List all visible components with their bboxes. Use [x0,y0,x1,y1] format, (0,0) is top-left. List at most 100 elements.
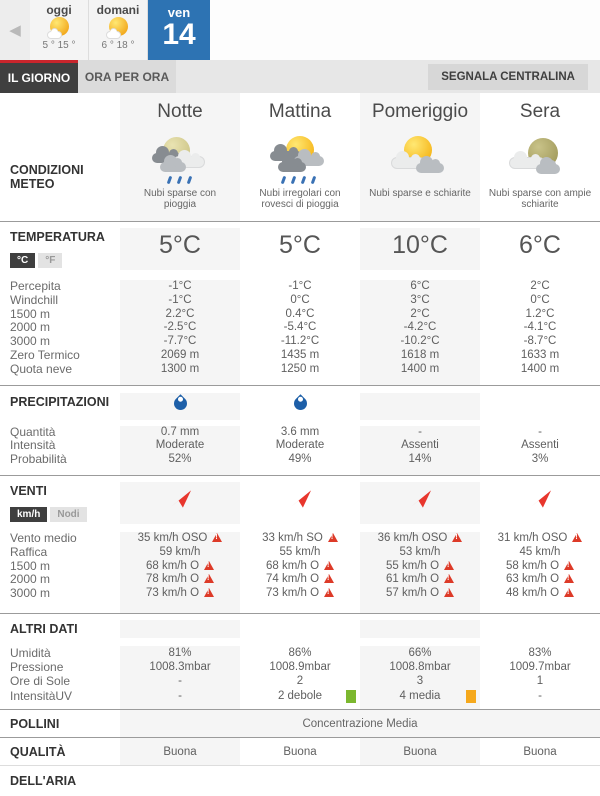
unit-toggle-fahrenheit[interactable]: °F [38,253,63,268]
section-label-condizioni: CONDIZIONI METEO [10,162,84,191]
cell-value: 53 km/h [360,545,480,560]
weather-description: Nubi irregolari con rovesci di pioggia [259,188,341,210]
uv-index-badge [346,689,356,703]
condizioni-meteo-row: CONDIZIONI METEO Nubi sparse con pioggia… [0,132,600,221]
air-quality-value: Buona [360,737,480,765]
day-bar-spacer [210,0,600,60]
sun-clouds-rain-icon [268,136,332,186]
header-spacer [0,93,120,132]
table-row: 3000 m 73 km/h O 73 km/h O 57 km/h O 48 … [0,586,600,601]
row-label: Vento medio [10,530,77,545]
cell-value: 3% [531,453,549,466]
cell-value: 45 km/h [519,545,561,558]
cell-value: 4 media [360,688,480,703]
day-tab-selected[interactable]: ven 14 [148,0,210,60]
cell-value: -11.2°C [280,335,320,348]
cell-value: - [538,689,542,702]
chevron-left-icon[interactable]: ◀ [9,22,21,39]
cell-value: 1435 m [280,348,320,361]
cell-value: - [538,425,542,438]
column-header-notte: Notte [120,93,240,132]
table-row: 3000 m -7.7°C -11.2°C -10.2°C -8.7°C [0,334,600,349]
sun-small-cloud-icon [107,17,129,39]
row-label: Umidità [10,645,51,660]
day-navigation-bar: ◀ oggi 5 ° 15 ° domani 6 ° 18 ° ven 14 [0,0,600,60]
row-label: 3000 m [10,334,51,349]
main-temp-sera: 6°C [519,231,561,259]
table-row: Raffica 59 km/h 55 km/h 53 km/h 45 km/h [0,544,600,560]
row-label: Probabilità [10,452,67,467]
cell-value: 59 km/h [120,545,240,560]
column-header-mattina: Mattina [268,101,332,122]
cell-value: 1400 m [360,362,480,377]
raindrop-icon [170,393,190,413]
wind-alert-icon [324,560,335,570]
cell-value: 58 km/h O [480,560,600,574]
tab-ora-per-ora[interactable]: ORA PER ORA [78,60,176,93]
view-tab-bar: IL GIORNO ORA PER ORA SEGNALA CENTRALINA [0,60,600,93]
cell-value: - [120,674,240,689]
cell-value: 1008.8mbar [360,660,480,675]
segnala-centralina-button[interactable]: SEGNALA CENTRALINA [428,63,588,90]
day-tab-domani[interactable]: domani 6 ° 18 ° [89,0,148,60]
cell-value: Assenti [521,439,559,452]
table-row: 1500 m 68 km/h O 68 km/h O 55 km/h O 58 … [0,559,600,574]
cell-value: 2.2°C [120,307,240,322]
cell-value: 55 km/h [279,545,321,558]
day-tab-temps: 5 ° 15 ° [42,40,76,51]
cell-value: 6°C [360,280,480,294]
row-label: Ore di Sole [10,674,71,689]
table-row: Intensità Moderate Moderate Assenti Asse… [0,439,600,454]
precip-icon-cell [480,393,600,420]
table-row: Windchill -1°C 0°C 3°C 0°C [0,293,600,308]
section-pollini: POLLINI Concentrazione Media [0,708,600,737]
cell-value: 36 km/h OSO [360,531,480,546]
main-temp-notte: 5°C [120,228,240,270]
wind-alert-icon [444,588,455,598]
cell-value: 14% [360,453,480,467]
table-row: Vento medio 35 km/h OSO 33 km/h SO 36 km… [0,530,600,546]
cell-value: -4.2°C [360,321,480,336]
table-row: 1500 m 2.2°C 0.4°C 2°C 1.2°C [0,307,600,322]
unit-toggle-celsius[interactable]: °C [10,253,36,268]
table-row: 2000 m -2.5°C -5.4°C -4.2°C -4.1°C [0,321,600,336]
wind-alert-icon [572,532,583,542]
wind-direction-icon [169,490,191,508]
section-precipitazioni: PRECIPITAZIONI Quantità 0.7 mm 3.6 mm - … [0,384,600,475]
cell-value: 1009.7mbar [509,661,571,674]
row-label: 2000 m [10,572,51,587]
wind-alert-icon [204,574,215,584]
cell-value: 0.7 mm [120,425,240,440]
cell-value: 1300 m [120,362,240,377]
cell-value: 31 km/h OSO [480,532,600,546]
unit-toggle-kmh[interactable]: km/h [10,506,48,522]
section-temperatura: TEMPERATURA °C °F 5°C 5°C 10°C 6°C Percep… [0,221,600,385]
cell-value: 66% [360,645,480,661]
cell-value: 74 km/h O [240,573,360,587]
weather-cell-sera: Nubi sparse con ampie schiarite [480,132,600,221]
cell-value: 83% [528,646,552,659]
unit-toggle-nodi[interactable]: Nodi [50,506,87,522]
cell-value: 3 [360,674,480,689]
cell-value: 68 km/h O [120,559,240,574]
day-tab-oggi[interactable]: oggi 5 ° 15 ° [30,0,89,60]
cell-value: 81% [120,645,240,661]
weather-description: Nubi sparse con ampie schiarite [488,188,592,210]
air-quality-value: Buona [283,745,317,758]
table-row: Percepita -1°C -1°C 6°C 2°C [0,279,600,294]
air-quality-value: Buona [523,745,557,758]
table-row: Quantità 0.7 mm 3.6 mm - - [0,425,600,440]
cell-value: 1250 m [280,362,320,375]
cell-value: -1°C [120,293,240,308]
day-tab-temps: 6 ° 18 ° [101,40,135,51]
main-temp-mattina: 5°C [279,231,321,259]
selected-weekday: ven [167,5,191,20]
tab-il-giorno[interactable]: IL GIORNO [0,60,78,93]
wind-alert-icon [204,588,215,598]
row-label: Zero Termico [10,347,80,362]
cell-value: 2°C [530,280,550,292]
table-row: Pressione 1008.3mbar 1008.9mbar 1008.8mb… [0,660,600,675]
qualita-aria-header: QUALITÀ DELL'ARIA [10,744,77,788]
row-label: Raffica [10,544,48,559]
wind-alert-icon [564,588,575,598]
